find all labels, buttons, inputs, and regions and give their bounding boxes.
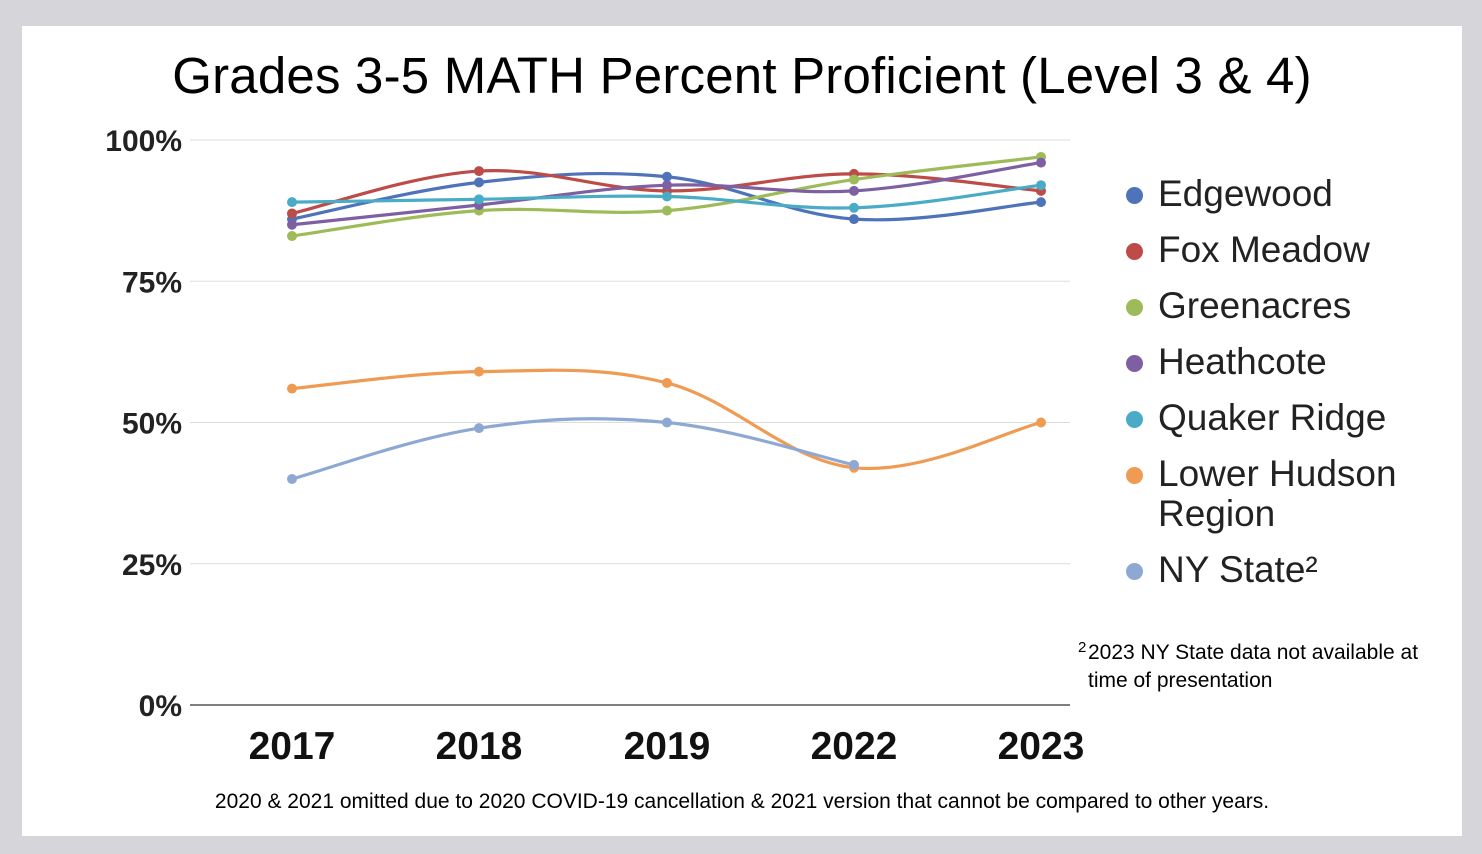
data-point-edgewood bbox=[1036, 197, 1046, 208]
y-tick-label: 100% bbox=[105, 125, 182, 158]
chart-legend: Edgewood Fox Meadow Greenacres Heathcote Qua… bbox=[1126, 174, 1456, 606]
data-point-heathcote bbox=[849, 185, 859, 196]
y-tick-label: 25% bbox=[122, 549, 182, 582]
legend-label: Heathcote bbox=[1158, 341, 1327, 382]
legend-item: Lower Hudson Region bbox=[1126, 454, 1456, 534]
data-point-heathcote bbox=[662, 180, 672, 191]
data-point-ny-state bbox=[474, 423, 484, 434]
legend-item: Greenacres bbox=[1126, 286, 1456, 326]
data-point-edgewood bbox=[474, 177, 484, 188]
data-point-heathcote bbox=[1036, 157, 1046, 168]
y-tick-label: 50% bbox=[122, 408, 182, 441]
data-point-lower-hudson-region bbox=[1036, 417, 1046, 428]
legend-item: Quaker Ridge bbox=[1126, 398, 1456, 438]
chart-caption: 2020 & 2021 omitted due to 2020 COVID-19… bbox=[214, 790, 1270, 813]
legend-item: NY State² bbox=[1126, 550, 1456, 590]
footnote-marker: 2 bbox=[1078, 639, 1087, 656]
y-tick-label: 0% bbox=[139, 690, 182, 723]
x-tick-label: 2022 bbox=[811, 725, 898, 768]
data-point-quaker-ridge bbox=[474, 194, 484, 205]
data-point-lower-hudson-region bbox=[474, 366, 484, 377]
legend-swatch bbox=[1126, 563, 1143, 580]
footnote-text: 2023 NY State data not available at time… bbox=[1088, 641, 1419, 692]
legend-label: NY State² bbox=[1158, 549, 1318, 590]
data-point-lower-hudson-region bbox=[662, 377, 672, 388]
x-tick-label: 2018 bbox=[436, 725, 523, 768]
legend-label: Fox Meadow bbox=[1158, 229, 1370, 270]
line-chart: 0% 25% 50% 75% 100% 2017 2018 2019 2022 2023 bbox=[105, 125, 1085, 768]
legend-label: Edgewood bbox=[1158, 173, 1333, 214]
data-point-quaker-ridge bbox=[287, 197, 297, 208]
data-point-greenacres bbox=[849, 174, 859, 185]
data-point-quaker-ridge bbox=[662, 191, 672, 202]
legend-swatch bbox=[1126, 467, 1143, 484]
x-tick-label: 2017 bbox=[249, 725, 336, 768]
legend-swatch bbox=[1126, 187, 1143, 204]
series-line-ny-state bbox=[290, 417, 856, 481]
data-point-ny-state bbox=[849, 459, 859, 470]
x-tick-label: 2023 bbox=[998, 725, 1085, 768]
y-tick-label: 75% bbox=[122, 266, 182, 299]
data-point-edgewood bbox=[662, 171, 672, 182]
legend-item: Fox Meadow bbox=[1126, 230, 1456, 270]
legend-label: Lower Hudson Region bbox=[1158, 453, 1397, 534]
data-point-greenacres bbox=[662, 205, 672, 216]
data-point-heathcote bbox=[287, 219, 297, 230]
legend-swatch bbox=[1126, 299, 1143, 316]
legend-swatch bbox=[1126, 355, 1143, 372]
data-point-quaker-ridge bbox=[849, 202, 859, 213]
data-point-ny-state bbox=[287, 474, 297, 484]
legend-label: Quaker Ridge bbox=[1158, 397, 1387, 438]
data-point-edgewood bbox=[849, 214, 859, 225]
chart-title: Grades 3-5 MATH Percent Proficient (Leve… bbox=[172, 47, 1312, 104]
data-point-fox-meadow bbox=[287, 208, 297, 219]
legend-swatch bbox=[1126, 411, 1143, 428]
data-point-greenacres bbox=[287, 231, 297, 242]
legend-label: Greenacres bbox=[1158, 285, 1352, 326]
data-point-lower-hudson-region bbox=[287, 383, 297, 394]
slide-card: Grades 3-5 MATH Percent Proficient (Leve… bbox=[22, 26, 1462, 836]
x-tick-label: 2019 bbox=[624, 725, 711, 768]
legend-item: Edgewood bbox=[1126, 174, 1456, 214]
data-point-fox-meadow bbox=[474, 166, 484, 177]
legend-swatch bbox=[1126, 243, 1143, 260]
data-point-ny-state bbox=[662, 417, 672, 428]
legend-item: Heathcote bbox=[1126, 342, 1456, 382]
data-point-quaker-ridge bbox=[1036, 180, 1046, 191]
